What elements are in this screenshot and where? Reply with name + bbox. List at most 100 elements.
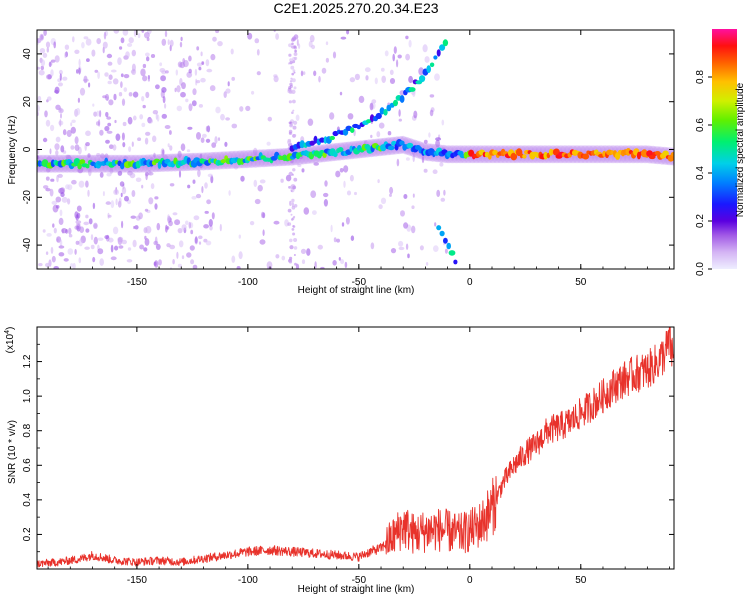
noise-speck — [175, 69, 178, 76]
noise-speck — [291, 89, 296, 95]
noise-speck — [195, 193, 202, 199]
trace-mark — [387, 145, 395, 151]
snr-y-ticks: 0.2 0.4 0.6 0.8 1.0 1.2 — [22, 343, 674, 553]
trace-mark — [356, 124, 361, 130]
noise-speck — [256, 49, 260, 56]
noise-speck — [60, 192, 65, 198]
noise-speck — [332, 260, 337, 266]
noise-speck — [290, 159, 294, 164]
noise-speck — [291, 42, 294, 46]
noise-speck — [103, 31, 107, 40]
noise-speck — [96, 153, 101, 157]
noise-speck — [169, 130, 172, 135]
noise-speck — [290, 38, 295, 42]
spectrogram-x-label: Height of straight line (km) — [298, 285, 415, 296]
noise-speck — [194, 68, 198, 76]
noise-speck — [189, 245, 195, 251]
noise-speck — [39, 48, 46, 54]
noise-speck — [335, 170, 341, 178]
noise-speck — [120, 37, 125, 44]
noise-speck — [147, 75, 150, 80]
noise-speck — [333, 237, 337, 243]
noise-speck — [58, 252, 65, 257]
noise-speck — [64, 44, 70, 50]
noise-speck — [441, 119, 445, 126]
noise-speck — [71, 119, 76, 124]
noise-speck — [198, 235, 203, 240]
noise-speck — [140, 68, 146, 77]
noise-speck — [49, 148, 52, 155]
noise-speck — [102, 41, 108, 49]
noise-speck — [54, 55, 60, 63]
noise-speck — [132, 239, 137, 248]
noise-speck — [94, 69, 99, 73]
noise-speck — [121, 220, 124, 229]
noise-speck — [87, 153, 91, 158]
noise-speck — [92, 256, 96, 263]
noise-speck — [321, 67, 327, 74]
noise-speck — [288, 258, 293, 262]
y-tick-label: -40 — [22, 237, 33, 252]
noise-speck — [42, 229, 46, 233]
noise-speck — [291, 217, 295, 220]
x-tick-label: -100 — [238, 575, 258, 586]
noise-speck — [179, 62, 185, 69]
noise-speck — [261, 211, 265, 218]
noise-speck — [291, 228, 295, 231]
noise-speck — [118, 197, 122, 205]
noise-speck — [117, 170, 123, 176]
spectrogram-marks — [37, 30, 674, 269]
noise-speck — [280, 178, 284, 183]
noise-speck — [231, 76, 235, 81]
noise-speck — [440, 197, 446, 202]
noise-speck — [58, 245, 65, 249]
noise-speck — [204, 182, 208, 189]
noise-speck — [85, 130, 91, 137]
noise-speck — [167, 214, 170, 223]
noise-speck — [306, 248, 311, 256]
noise-speck — [139, 244, 145, 250]
noise-speck — [52, 223, 55, 228]
noise-speck — [144, 235, 147, 240]
noise-speck — [50, 69, 54, 77]
y-tick-label: 40 — [22, 48, 33, 60]
noise-speck — [225, 88, 231, 94]
trace-mark — [439, 44, 446, 51]
noise-speck — [56, 238, 59, 242]
noise-speck — [72, 36, 75, 43]
noise-speck — [153, 240, 159, 246]
noise-speck — [115, 133, 121, 141]
noise-speck — [58, 82, 63, 87]
noise-speck — [55, 150, 59, 156]
noise-speck — [196, 80, 201, 84]
noise-speck — [121, 186, 127, 195]
noise-speck — [239, 106, 244, 112]
noise-speck — [293, 86, 297, 90]
noise-speck — [436, 189, 441, 197]
colorbar-gradient — [712, 29, 737, 269]
noise-speck — [443, 189, 446, 196]
noise-speck — [291, 78, 296, 83]
noise-speck — [148, 197, 154, 205]
x-tick-label: -150 — [127, 575, 147, 586]
noise-speck — [338, 257, 341, 261]
trace-mark — [406, 142, 414, 149]
noise-speck — [90, 244, 95, 250]
trace-mark — [453, 259, 458, 265]
noise-speck — [67, 248, 74, 255]
noise-speck — [289, 61, 293, 65]
noise-speck — [79, 87, 86, 96]
noise-speck — [130, 215, 137, 219]
noise-speck — [128, 92, 133, 97]
noise-speck — [174, 87, 177, 93]
noise-speck — [176, 105, 182, 112]
noise-speck — [384, 50, 389, 57]
noise-speck — [167, 143, 170, 148]
noise-speck — [83, 221, 89, 226]
noise-speck — [134, 225, 139, 230]
noise-speck — [180, 36, 183, 42]
noise-speck — [93, 111, 98, 117]
noise-speck — [374, 77, 378, 85]
noise-speck — [137, 137, 142, 141]
trace-mark — [408, 87, 416, 92]
